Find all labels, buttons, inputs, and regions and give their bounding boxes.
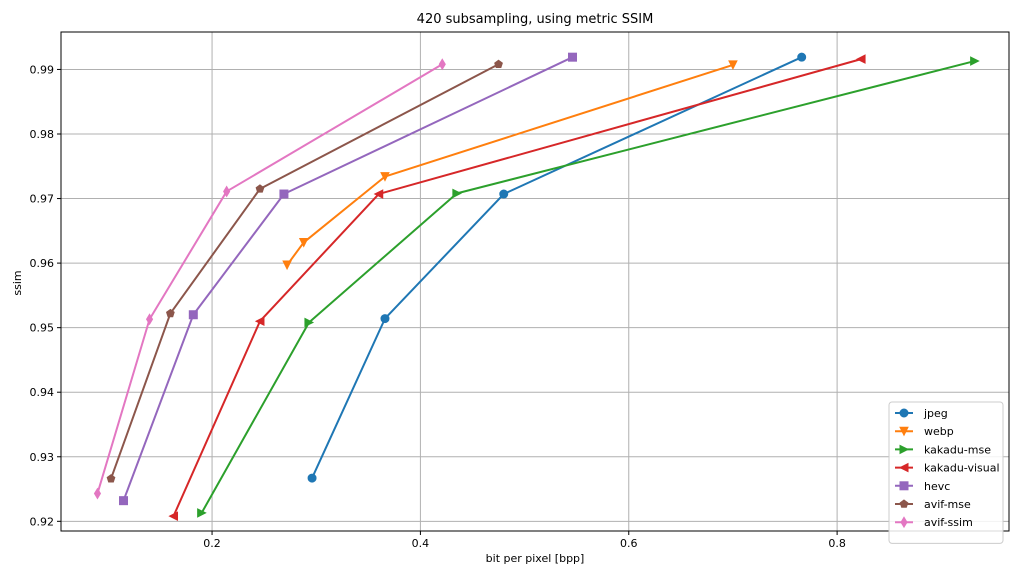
- data-point-hevc: [568, 52, 578, 62]
- series-kakadu-visual: [168, 54, 866, 521]
- series-avif-ssim: [93, 58, 446, 500]
- data-point-avif-mse: [165, 308, 175, 318]
- legend-marker: [898, 462, 909, 473]
- data-point-hevc: [119, 496, 129, 506]
- data-point-avif-mse: [255, 184, 265, 193]
- data-point-avif-ssim: [145, 313, 154, 326]
- y-tick-label: 0.98: [30, 128, 55, 141]
- legend-entry: avif-mse: [895, 498, 971, 511]
- legend-entry: avif-ssim: [895, 516, 973, 529]
- data-point-avif-ssim: [438, 58, 446, 71]
- series-hevc: [119, 52, 578, 506]
- data-point-jpeg: [499, 189, 509, 199]
- legend-entry: kakadu-mse: [895, 443, 991, 456]
- data-point-kakadu-visual: [168, 511, 179, 521]
- data-point-kakadu-visual: [373, 189, 384, 199]
- data-point-kakadu-mse: [970, 56, 980, 66]
- data-point-webp: [298, 237, 309, 248]
- legend-entry: webp: [895, 425, 954, 438]
- series-line-avif-mse: [110, 63, 500, 480]
- y-axis-title: ssim: [11, 270, 24, 295]
- x-axis-title: bit per pixel [bpp]: [486, 552, 585, 565]
- plot-frame: [60, 31, 1010, 532]
- data-point-kakadu-mse: [197, 508, 207, 518]
- legend-box: [888, 401, 1004, 544]
- y-tick-label: 0.96: [30, 257, 55, 270]
- series-jpeg: [307, 52, 807, 483]
- y-tick-label: 0.93: [30, 451, 55, 464]
- legend-label: avif-ssim: [924, 516, 973, 529]
- chart-title: 420 subsampling, using metric SSIM: [417, 12, 654, 27]
- data-point-kakadu-mse: [452, 188, 462, 199]
- legend: jpeg webp kakadu-mse kakadu-visual hevc avif-…: [888, 401, 1004, 544]
- series-line-hevc: [122, 56, 573, 502]
- data-point-jpeg: [307, 473, 317, 483]
- data-point-webp: [728, 60, 738, 71]
- data-point-jpeg: [797, 52, 807, 62]
- legend-marker: [899, 499, 909, 508]
- legend-entry: hevc: [895, 480, 950, 493]
- data-point-avif-mse: [494, 59, 503, 69]
- legend-label: avif-mse: [924, 498, 971, 511]
- legend-marker: [899, 481, 909, 491]
- data-point-hevc: [188, 310, 198, 320]
- y-tick-label: 0.92: [30, 515, 55, 528]
- series-line-webp: [286, 63, 734, 266]
- legend-entry: jpeg: [895, 407, 948, 420]
- data-point-hevc: [279, 189, 289, 199]
- x-tick-label: 0.4: [412, 537, 430, 550]
- y-tick-label: 0.94: [30, 386, 55, 399]
- legend-label: kakadu-mse: [924, 443, 991, 456]
- legend-label: webp: [924, 425, 954, 438]
- series-avif-mse: [106, 59, 503, 483]
- data-point-kakadu-visual: [855, 54, 866, 64]
- x-tick-label: 0.2: [203, 537, 221, 550]
- x-tick-label: 0.6: [620, 537, 638, 550]
- series-line-avif-ssim: [96, 63, 443, 494]
- series-line-jpeg: [311, 56, 803, 479]
- y-tick-label: 0.95: [30, 322, 55, 335]
- series-line-kakadu-visual: [172, 58, 862, 517]
- legend-label: kakadu-visual: [924, 462, 1000, 475]
- legend-entry: kakadu-visual: [895, 462, 1000, 475]
- x-tick-label: 0.8: [828, 537, 846, 550]
- y-tick-label: 0.97: [30, 193, 55, 206]
- data-point-webp: [282, 260, 292, 271]
- y-tick-label: 0.99: [30, 63, 55, 76]
- data-point-avif-ssim: [93, 487, 102, 500]
- data-point-webp: [380, 172, 390, 182]
- data-point-jpeg: [380, 314, 390, 324]
- data-point-avif-ssim: [223, 185, 231, 198]
- series-webp: [282, 60, 738, 271]
- series-kakadu-mse: [197, 56, 980, 518]
- legend-label: hevc: [924, 480, 950, 493]
- legend-marker: [899, 408, 909, 418]
- series-line-kakadu-mse: [200, 60, 975, 514]
- legend-marker: [900, 516, 908, 529]
- data-point-kakadu-mse: [304, 317, 315, 328]
- legend-marker: [899, 426, 909, 437]
- legend-label: jpeg: [923, 407, 948, 420]
- legend-marker: [899, 444, 910, 455]
- data-point-avif-mse: [106, 474, 116, 483]
- data-point-kakadu-visual: [254, 316, 265, 327]
